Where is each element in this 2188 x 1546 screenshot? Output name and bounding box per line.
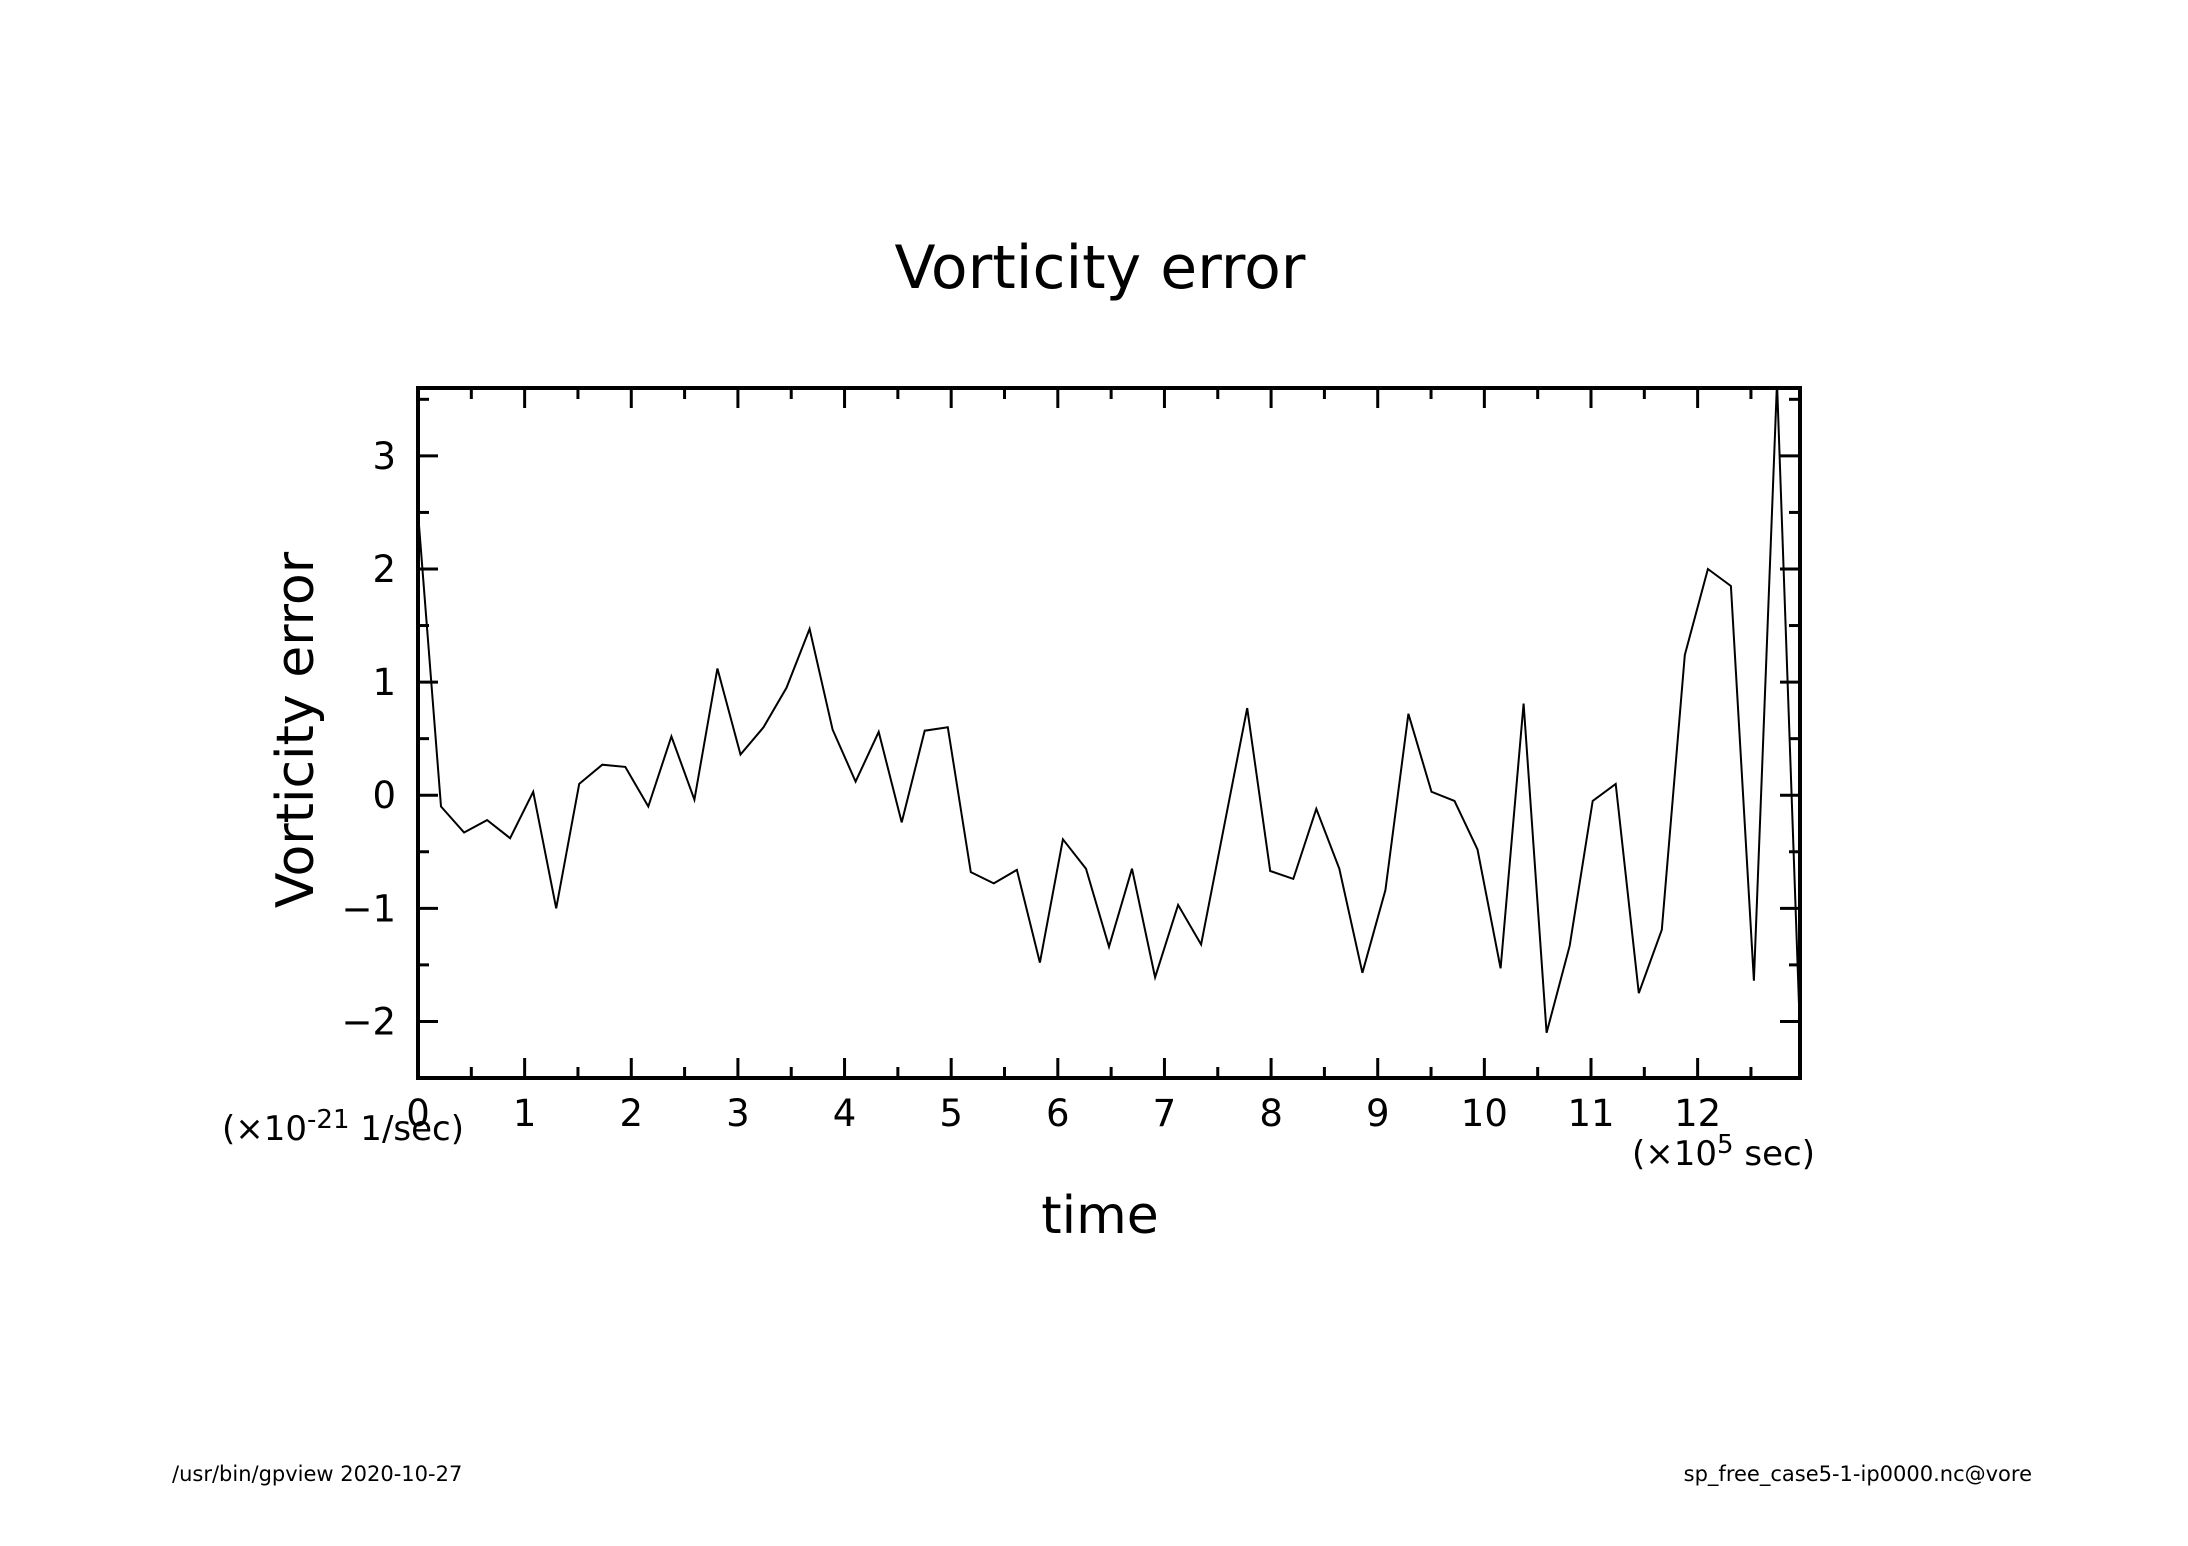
x-tick-label: 0 <box>406 1092 430 1135</box>
x-unit-prefix: (×10 <box>1632 1134 1717 1174</box>
x-tick-label: 3 <box>726 1092 750 1135</box>
y-tick-label: 1 <box>372 661 396 704</box>
x-tick-label: 1 <box>513 1092 537 1135</box>
x-unit-suffix: sec) <box>1734 1134 1815 1174</box>
y-unit-suffix: 1/sec) <box>350 1109 464 1149</box>
x-tick-label: 8 <box>1259 1092 1283 1135</box>
x-unit-exponent: 5 <box>1717 1130 1734 1160</box>
y-tick-label: −1 <box>341 887 396 930</box>
y-tick-label: 3 <box>372 435 396 478</box>
series-line <box>418 388 1800 1034</box>
x-axis-label: time <box>1041 1186 1158 1246</box>
x-tick-label: 11 <box>1567 1092 1614 1135</box>
y-axis-unit: (×10-21 1/sec) <box>222 1105 464 1149</box>
x-tick-label: 10 <box>1461 1092 1508 1135</box>
x-tick-label: 7 <box>1153 1092 1177 1135</box>
y-unit-exponent: -21 <box>307 1105 349 1135</box>
y-unit-prefix: (×10 <box>222 1109 307 1149</box>
x-tick-label: 5 <box>939 1092 963 1135</box>
x-tick-label: 9 <box>1366 1092 1390 1135</box>
y-tick-label: 2 <box>372 548 396 591</box>
x-tick-label: 2 <box>619 1092 643 1135</box>
y-tick-label: 0 <box>372 774 396 817</box>
y-tick-label: −2 <box>341 1000 396 1043</box>
x-axis-unit: (×105 sec) <box>1632 1130 1815 1174</box>
plot-frame <box>416 386 1802 1080</box>
chart-title: Vorticity error <box>895 233 1306 303</box>
x-tick-label: 12 <box>1674 1092 1721 1135</box>
footer-right: sp_free_case5-1-ip0000.nc@vore <box>1684 1462 2032 1487</box>
x-tick-label: 4 <box>833 1092 857 1135</box>
y-axis-label: Vorticity error <box>266 551 326 908</box>
x-tick-label: 6 <box>1046 1092 1070 1135</box>
footer-left: /usr/bin/gpview 2020-10-27 <box>172 1462 462 1486</box>
